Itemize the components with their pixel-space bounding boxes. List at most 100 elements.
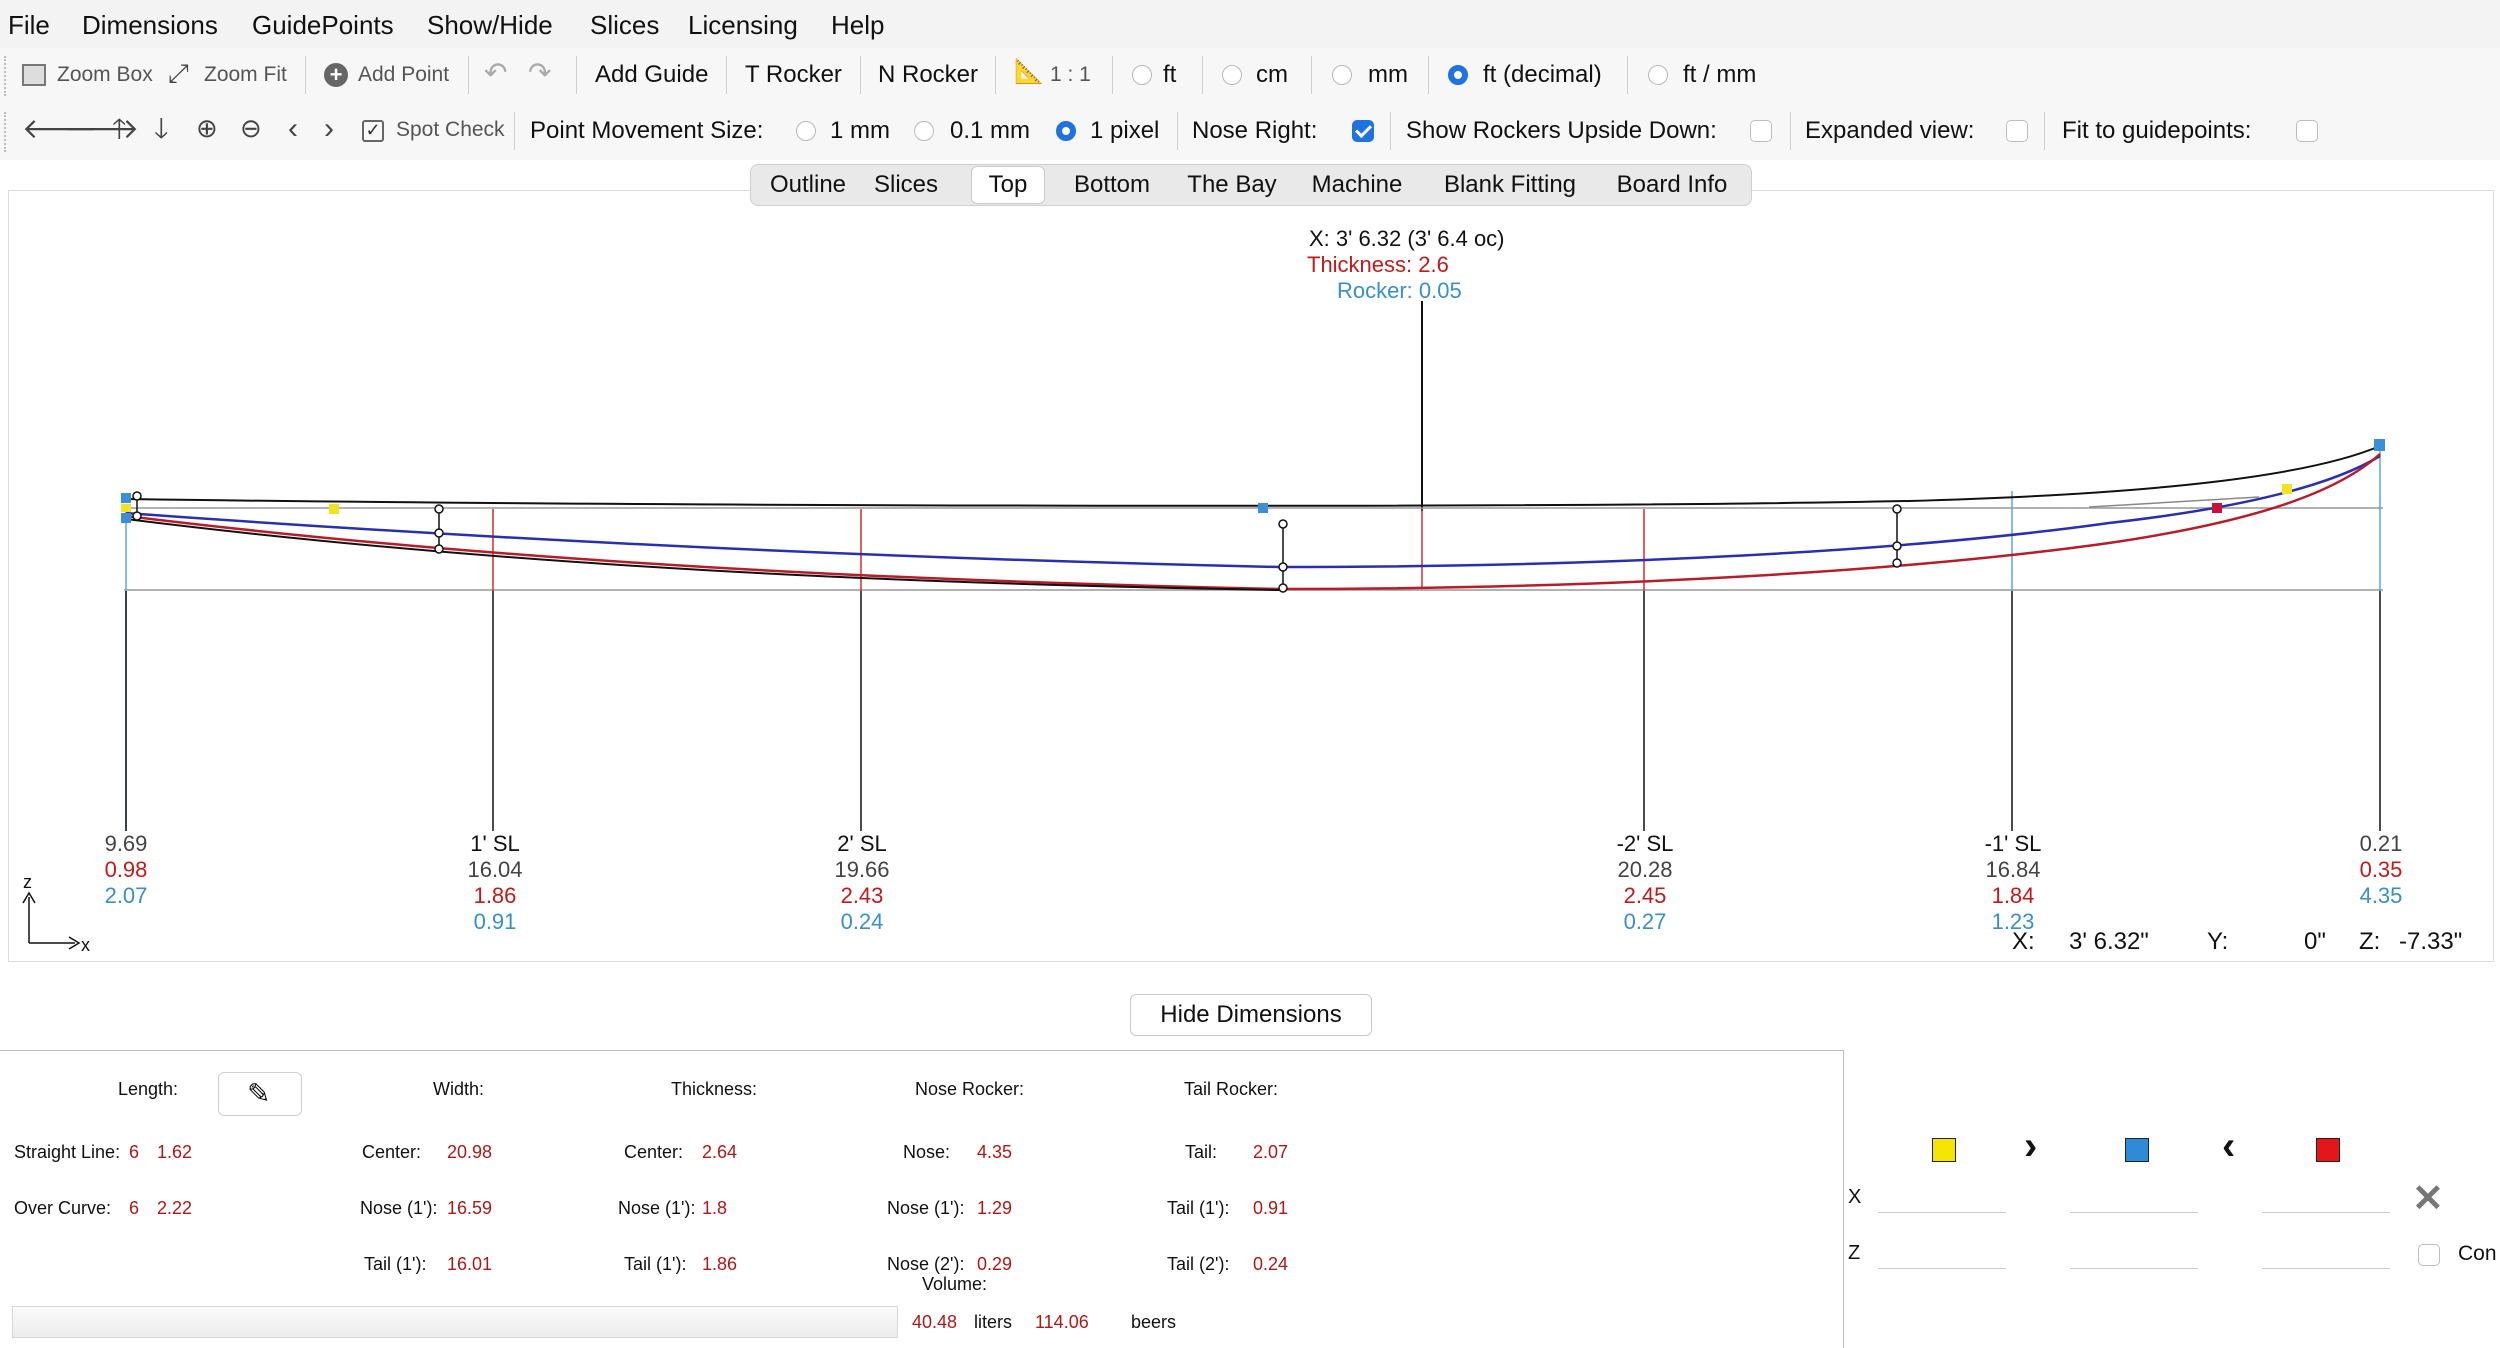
arrow-down-icon[interactable]: 🡓 — [154, 113, 169, 144]
expanded-view-checkbox[interactable] — [2006, 120, 2028, 142]
cursor-rocker-readout: Rocker: 0.05 — [1337, 278, 1462, 303]
menu-file[interactable]: File — [8, 10, 50, 40]
radio-button[interactable] — [1332, 65, 1352, 85]
hide-dimensions-button[interactable]: Hide Dimensions — [1130, 994, 1372, 1036]
tab-board-info[interactable]: Board Info — [1616, 171, 1728, 198]
radio-button[interactable] — [914, 121, 934, 141]
chevron-right-icon[interactable]: › — [324, 112, 334, 145]
zoom-out-icon[interactable]: ⊖ — [240, 113, 262, 143]
nose-rocker-1-value: 1.29 — [977, 1198, 1013, 1218]
coord-z-value: -7.33" — [2399, 928, 2462, 955]
redo-icon[interactable]: ↷ — [528, 57, 552, 88]
menu-show-hide[interactable]: Show/Hide — [427, 10, 553, 40]
guide-line — [2088, 496, 2260, 508]
tab-outline[interactable]: Outline — [769, 171, 847, 198]
cursor-thickness-readout: Thickness: 2.6 — [1307, 252, 1449, 277]
z-field-2[interactable] — [2070, 1238, 2198, 1269]
width-tail-value: 16.01 — [447, 1254, 493, 1274]
control-point[interactable] — [2212, 503, 2222, 513]
tab-bottom[interactable]: Bottom — [1073, 171, 1151, 198]
menu-dimensions[interactable]: Dimensions — [82, 10, 218, 40]
tab-the-bay[interactable]: The Bay — [1187, 171, 1277, 198]
t-rocker-button[interactable]: T Rocker — [745, 61, 842, 88]
z-field-1[interactable] — [1878, 1238, 2006, 1269]
straight-line-label: Straight Line: — [14, 1142, 121, 1162]
rocker-plot[interactable]: X: 3' 6.32 (3' 6.4 oc) Thickness: 2.6 Ro… — [9, 191, 2493, 961]
station-1sl-name: 1' SL — [470, 831, 519, 856]
show-rockers-checkbox[interactable] — [1750, 120, 1772, 142]
arrow-up-icon[interactable]: 🡑 — [112, 113, 127, 144]
axis-indicator: z x — [22, 872, 90, 955]
control-point[interactable] — [121, 493, 131, 503]
radio-button[interactable] — [1648, 65, 1668, 85]
x-field-3[interactable] — [2262, 1182, 2390, 1213]
separator — [1627, 56, 1628, 94]
n-rocker-button[interactable]: N Rocker — [878, 61, 979, 88]
tangent-handles[interactable] — [132, 491, 1902, 593]
x-field-2[interactable] — [2070, 1182, 2198, 1213]
zoom-in-icon[interactable]: ⊕ — [196, 113, 218, 143]
blue-point-swatch[interactable] — [2125, 1138, 2149, 1162]
guide-point[interactable] — [2282, 484, 2292, 494]
plus-circle-icon: + — [324, 63, 348, 87]
radio-button[interactable] — [1222, 65, 1242, 85]
add-point-label: Add Point — [358, 63, 450, 86]
chevron-right-icon[interactable]: › — [2024, 1124, 2038, 1168]
close-icon[interactable]: ✕ — [2412, 1178, 2444, 1220]
nose-right-checkbox[interactable] — [1352, 120, 1374, 142]
tab-machine[interactable]: Machine — [1311, 171, 1403, 198]
movement-01mm-label: 0.1 mm — [950, 117, 1031, 144]
x-field-1[interactable] — [1878, 1182, 2006, 1213]
radio-button-selected[interactable] — [1056, 121, 1076, 141]
tab-slices[interactable]: Slices — [873, 171, 939, 198]
menu-help[interactable]: Help — [831, 10, 885, 40]
arrow-right-icon[interactable]: 🡒 — [64, 113, 140, 144]
control-point[interactable] — [2374, 439, 2385, 451]
edit-length-button[interactable]: ✎ — [218, 1072, 302, 1116]
point-movement-label: Point Movement Size: — [530, 117, 764, 144]
menu-guidepoints[interactable]: GuidePoints — [252, 10, 394, 40]
station-neg1sl-name: -1' SL — [1985, 831, 2042, 856]
coord-y-value: 0" — [2304, 928, 2326, 955]
menu-slices[interactable]: Slices — [590, 10, 660, 40]
volume-liters-value: 40.48 — [912, 1312, 958, 1332]
guide-point[interactable] — [121, 504, 131, 512]
station-2sl-rocker: 0.24 — [841, 909, 884, 934]
undo-icon[interactable]: ↶ — [484, 57, 508, 88]
width-center-value: 20.98 — [447, 1142, 493, 1162]
thickness-nose-label: Nose (1'): — [618, 1198, 696, 1218]
volume-label: Volume: — [922, 1274, 988, 1294]
station-labels: 9.69 0.98 2.07 1' SL 16.04 1.86 0.91 2' … — [105, 831, 2403, 934]
chevron-left-icon[interactable]: ‹ — [2222, 1124, 2236, 1168]
station-1sl-thickness: 1.86 — [474, 883, 517, 908]
tab-blank-fitting[interactable]: Blank Fitting — [1443, 171, 1577, 198]
control-point[interactable] — [121, 513, 131, 523]
fit-guidepoints-checkbox[interactable] — [2296, 120, 2318, 142]
menu-licensing[interactable]: Licensing — [688, 10, 798, 40]
chevron-left-icon[interactable]: ‹ — [288, 112, 298, 145]
expand-arrows-icon: ⤢ — [168, 58, 189, 88]
tail-rocker-tail-value: 2.07 — [1253, 1142, 1289, 1162]
yellow-point-swatch[interactable] — [1932, 1138, 1956, 1162]
separator — [305, 56, 306, 94]
separator — [995, 56, 996, 94]
continuous-checkbox[interactable] — [2418, 1244, 2440, 1266]
add-guide-button[interactable]: Add Guide — [595, 61, 709, 88]
control-point[interactable] — [1258, 503, 1268, 513]
thickness-label: Thickness: — [671, 1079, 758, 1099]
deck-outline-curve — [125, 445, 2381, 507]
over-curve-ft: 6 — [129, 1198, 140, 1218]
checkbox-icon: ✓ — [362, 120, 384, 142]
arrow-left-icon[interactable]: 🡐 — [22, 113, 98, 144]
ruler-icon: 📐 — [1014, 58, 1044, 85]
station-2sl-thickness: 2.43 — [841, 883, 884, 908]
board-canvas[interactable]: X: 3' 6.32 (3' 6.4 oc) Thickness: 2.6 Ro… — [8, 190, 2494, 962]
guide-point[interactable] — [329, 504, 339, 514]
tab-top[interactable]: Top — [971, 166, 1045, 204]
nose-rocker-label: 4.35 — [2360, 883, 2403, 908]
z-field-3[interactable] — [2262, 1238, 2390, 1269]
red-point-swatch[interactable] — [2316, 1138, 2340, 1162]
radio-button-selected[interactable] — [1448, 65, 1468, 85]
radio-button[interactable] — [796, 121, 816, 141]
radio-button[interactable] — [1132, 65, 1152, 85]
